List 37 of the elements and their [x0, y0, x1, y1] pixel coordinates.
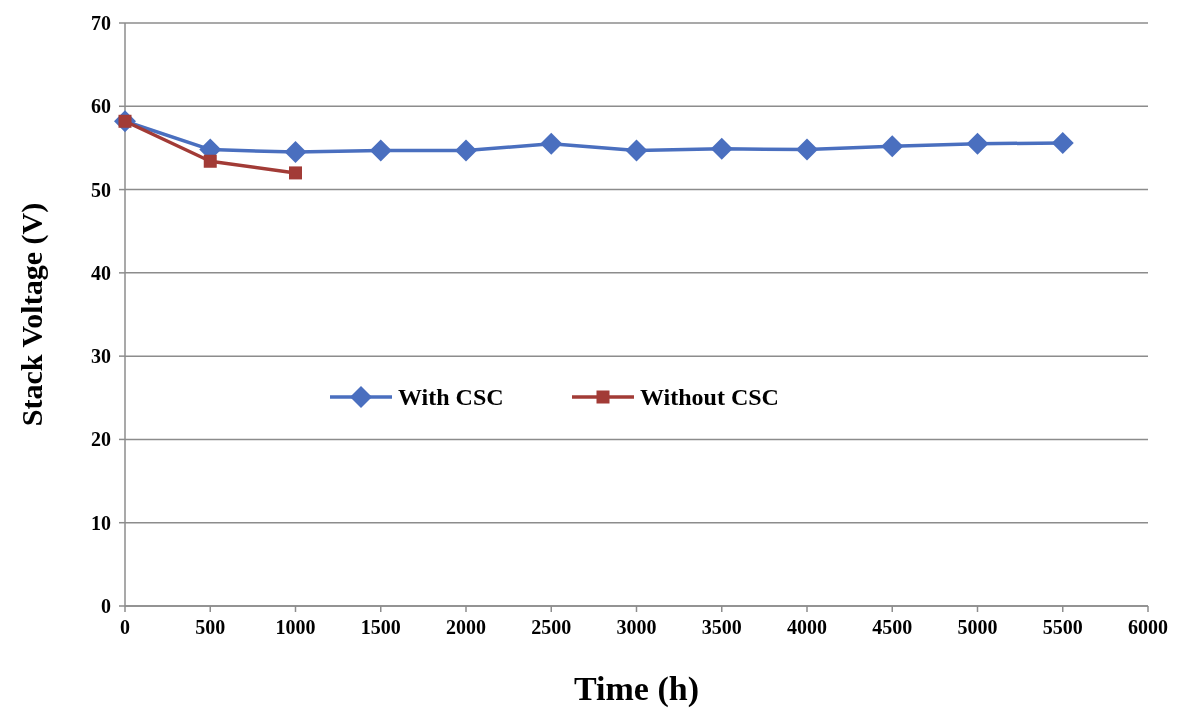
- x-tick-label: 0: [120, 616, 130, 638]
- point: [966, 132, 989, 155]
- point: [203, 154, 217, 168]
- point: [710, 137, 733, 160]
- point: [796, 138, 818, 161]
- x-tick-label: 5500: [1042, 616, 1083, 638]
- point: [289, 166, 302, 180]
- x-tick-label: 5000: [957, 616, 998, 638]
- legend-label: Without CSC: [640, 384, 779, 410]
- x-axis-title: Time (h): [574, 670, 699, 708]
- point: [881, 135, 904, 158]
- legend-label: With CSC: [398, 384, 504, 410]
- point: [455, 139, 477, 162]
- y-tick-label: 20: [91, 428, 111, 451]
- x-tick-label: 2500: [531, 616, 572, 638]
- y-tick-label: 70: [91, 12, 111, 34]
- y-tick-label: 40: [91, 261, 111, 284]
- x-tick-label: 1000: [275, 616, 316, 638]
- x-tick-label: 2000: [446, 616, 486, 638]
- y-tick-label: 30: [91, 345, 111, 368]
- point: [1051, 131, 1074, 154]
- x-tick-label: 1500: [360, 616, 401, 638]
- x-tick-label: 4000: [787, 616, 827, 638]
- x-tick-label: 3000: [616, 616, 657, 638]
- x-tick-label: 4500: [872, 616, 913, 638]
- y-tick-label: 60: [91, 95, 111, 118]
- point: [625, 139, 648, 162]
- point: [369, 139, 392, 162]
- y-tick-label: 10: [91, 511, 111, 534]
- x-tick-label: 500: [195, 616, 226, 638]
- y-axis-title: Stack Voltage (V): [15, 202, 49, 427]
- y-tick-label: 0: [101, 595, 111, 617]
- point: [284, 141, 307, 164]
- x-tick-label: 3500: [701, 616, 742, 638]
- point: [540, 132, 563, 155]
- y-tick-label: 50: [91, 178, 111, 201]
- x-tick-label: 6000: [1128, 616, 1168, 638]
